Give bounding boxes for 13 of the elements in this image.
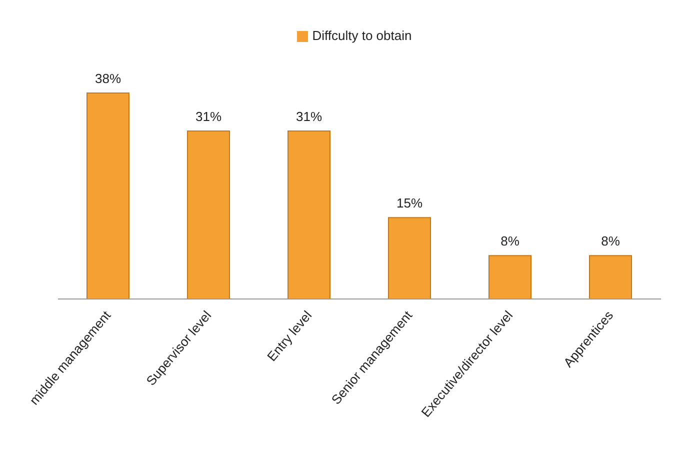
data-label: 8% <box>601 234 620 249</box>
bar <box>388 217 431 300</box>
data-label: 38% <box>94 71 122 86</box>
bar <box>86 92 130 300</box>
bar <box>288 130 330 300</box>
bar <box>187 130 230 300</box>
bar <box>488 255 532 300</box>
data-label: 15% <box>396 196 423 211</box>
bar <box>589 255 632 300</box>
legend-label: Diffculty to obtain <box>312 28 412 43</box>
data-label: 8% <box>500 234 520 249</box>
data-label: 31% <box>296 108 322 124</box>
data-label: 31% <box>195 108 222 124</box>
